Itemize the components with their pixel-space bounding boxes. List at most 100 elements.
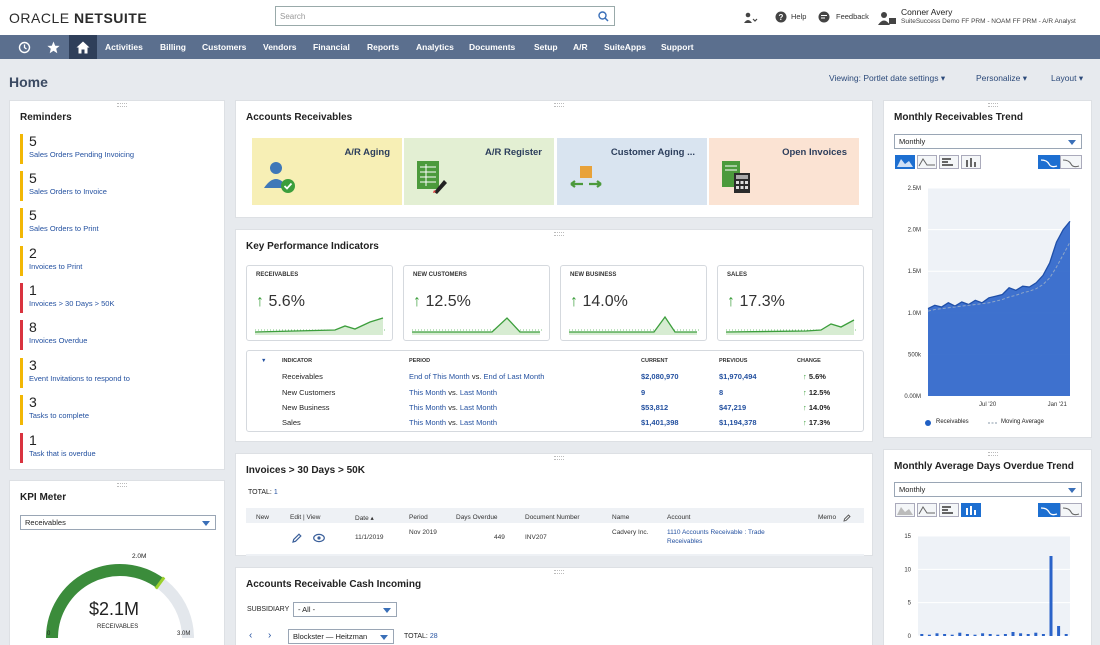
nav-analytics[interactable]: Analytics <box>416 42 454 52</box>
drag-handle[interactable] <box>554 232 564 236</box>
recent-records-icon[interactable] <box>744 12 758 24</box>
sort-date-header[interactable]: Date ▴ <box>355 515 374 522</box>
column-chart-toggle[interactable] <box>961 155 981 169</box>
home-icon[interactable] <box>69 35 97 59</box>
x-tick-label: Jan '21 <box>1048 402 1068 408</box>
kpi-sparkline <box>412 317 542 335</box>
table-row[interactable] <box>246 523 864 554</box>
reminder-item[interactable]: 5 Sales Orders to Print <box>20 208 200 238</box>
days-overdue-chart: 15 10 5 0 <box>904 534 1070 640</box>
nav-financial[interactable]: Financial <box>313 42 350 52</box>
trend-overlay-off-toggle[interactable] <box>1060 503 1082 517</box>
search-icon[interactable] <box>598 11 609 22</box>
overdue-bar <box>950 634 954 636</box>
kpi-card-sales[interactable]: SALES ↑ 17.3% <box>717 265 864 341</box>
overdue-bar <box>973 634 977 636</box>
nav-reports[interactable]: Reports <box>367 42 400 52</box>
drag-handle[interactable] <box>554 570 564 574</box>
kpi-period-link[interactable]: This Month vs. Last Month <box>409 403 497 412</box>
y-tick-label: 5 <box>908 601 912 607</box>
kpi-card-new-customers[interactable]: NEW CUSTOMERS ↑ 12.5% <box>403 265 550 341</box>
overdue-bar <box>943 634 947 636</box>
feedback-link[interactable]: Feedback <box>836 12 869 21</box>
trend-overlay-off-toggle[interactable] <box>1060 155 1082 169</box>
bar-chart-h-toggle[interactable] <box>939 155 959 169</box>
reminder-item[interactable]: 2 Invoices to Print <box>20 246 200 276</box>
kpi-period-link[interactable]: End of This Month vs. End of Last Month <box>409 372 545 381</box>
layout-menu[interactable]: Layout ▾ <box>1051 73 1084 83</box>
overdue-bar <box>1064 634 1068 636</box>
ar-aging-tile[interactable]: A/R Aging <box>252 138 402 205</box>
account-link[interactable]: 1110 Accounts Receivable : Trade Receiva… <box>667 529 765 545</box>
trend-overlay-on-toggle[interactable] <box>1038 155 1060 169</box>
area-chart-toggle[interactable] <box>895 155 915 169</box>
receivables-trend-title: Monthly Receivables Trend <box>894 112 1023 123</box>
netsuite-logo[interactable]: ORACLE NETSUITE <box>9 10 148 26</box>
ar-register-tile[interactable]: A/R Register <box>404 138 554 205</box>
kpi-meter-select[interactable]: Receivables <box>20 515 216 530</box>
nav-customers[interactable]: Customers <box>202 42 247 52</box>
nav-billing[interactable]: Billing <box>160 42 186 52</box>
invoice-calculator-icon <box>722 161 750 193</box>
drag-handle[interactable] <box>987 103 998 107</box>
recent-icon[interactable] <box>10 35 38 59</box>
edit-memo-icon[interactable] <box>843 514 851 522</box>
edit-pencil-icon[interactable] <box>292 533 302 543</box>
customer-aging-tile[interactable]: Customer Aging ... <box>557 138 707 205</box>
viewing-portlet-date-settings[interactable]: Viewing: Portlet date settings ▾ <box>829 73 946 83</box>
trend-overlay-on-toggle[interactable] <box>1038 503 1060 517</box>
trend-period-select[interactable]: Monthly <box>894 134 1082 149</box>
kpi-period-link[interactable]: This Month vs. Last Month <box>409 388 497 397</box>
line-chart-toggle[interactable] <box>917 503 937 517</box>
area-chart-toggle[interactable] <box>895 503 915 517</box>
nav-support[interactable]: Support <box>661 42 694 52</box>
personalize-menu[interactable]: Personalize ▾ <box>976 73 1028 83</box>
user-role-icon <box>878 12 896 25</box>
column-chart-toggle[interactable] <box>961 503 981 517</box>
drag-handle[interactable] <box>117 103 127 107</box>
collapse-chevron-icon[interactable]: ▼ <box>261 358 267 364</box>
global-search-input[interactable]: Search <box>275 6 615 26</box>
y-tick-label: 1.0M <box>908 311 921 317</box>
favorites-star-icon[interactable] <box>39 35 67 59</box>
nav-documents[interactable]: Documents <box>469 42 516 52</box>
reminder-item[interactable]: 8 Invoices Overdue <box>20 320 200 350</box>
kpi-card-receivables[interactable]: RECEIVABLES ↑ 5.6% <box>246 265 393 341</box>
reminder-item[interactable]: 3 Event Invitations to respond to <box>20 358 200 388</box>
reminder-item[interactable]: 1 Invoices > 30 Days > 50K <box>20 283 200 313</box>
subsidiary-label: SUBSIDIARY <box>247 606 290 613</box>
receivables-trend-chart: 2.5M 2.0M 1.5M 1.0M 500k 0.00M Jul '20 Jan '21 <box>904 186 1071 408</box>
help-link[interactable]: Help <box>791 12 807 21</box>
bar-chart-h-toggle[interactable] <box>939 503 959 517</box>
reminder-item[interactable]: 1 Task that is overdue <box>20 433 200 463</box>
nav-activities[interactable]: Activities <box>105 42 143 52</box>
line-chart-toggle[interactable] <box>917 155 937 169</box>
drag-handle[interactable] <box>117 483 127 487</box>
overdue-period-select[interactable]: Monthly <box>894 482 1082 497</box>
reminder-item[interactable]: 5 Sales Orders Pending Invoicing <box>20 134 200 164</box>
nav-ar[interactable]: A/R <box>573 42 588 52</box>
nav-suiteapps[interactable]: SuiteApps <box>604 42 647 52</box>
reminder-item[interactable]: 5 Sales Orders to Invoice <box>20 171 200 201</box>
customer-check-icon <box>264 162 295 193</box>
drag-handle[interactable] <box>554 456 564 460</box>
subsidiary-select[interactable]: - All - <box>293 602 397 617</box>
overdue-bar <box>981 633 985 636</box>
nav-setup[interactable]: Setup <box>534 42 558 52</box>
kpi-card-new-business[interactable]: NEW BUSINESS ↑ 14.0% <box>560 265 707 341</box>
customer-select[interactable]: Blockster — Heitzman <box>288 629 394 644</box>
x-tick-label: Jul '20 <box>979 402 997 408</box>
prev-page-icon[interactable]: ‹ <box>249 630 253 641</box>
next-page-icon[interactable]: › <box>268 630 272 641</box>
nav-vendors[interactable]: Vendors <box>263 42 297 52</box>
kpi-portlet: Key Performance Indicators RECEIVABLES ↑… <box>235 229 873 442</box>
user-menu[interactable]: Conner Avery SuiteSuccess Demo FF PRM - N… <box>901 8 1076 26</box>
drag-handle[interactable] <box>554 103 564 107</box>
kpi-period-link[interactable]: This Month vs. Last Month <box>409 418 497 427</box>
view-eye-icon[interactable] <box>313 533 325 543</box>
help-icon[interactable]: ? <box>775 11 787 23</box>
open-invoices-tile[interactable]: Open Invoices <box>709 138 859 205</box>
reminder-item[interactable]: 3 Tasks to complete <box>20 395 200 425</box>
drag-handle[interactable] <box>987 452 998 456</box>
feedback-icon[interactable] <box>818 11 830 23</box>
